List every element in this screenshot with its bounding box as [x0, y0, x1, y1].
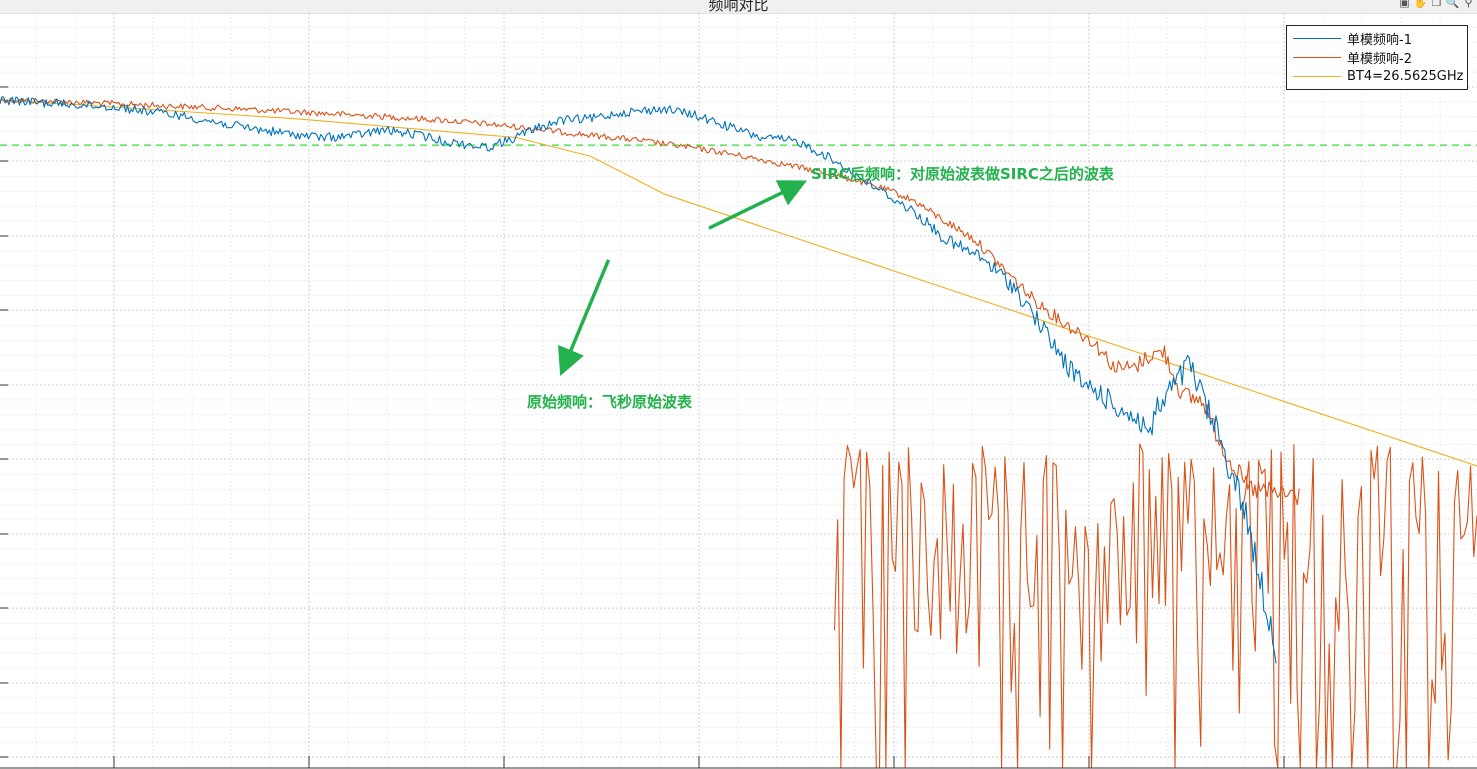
series-line-1 [0, 96, 1277, 664]
legend-label-2: 单模频响-2 [1347, 52, 1412, 67]
legend-item-2: 单模频响-2 [1293, 48, 1461, 67]
annotation-arrow-2 [558, 259, 611, 377]
series-line-4 [0, 99, 1477, 467]
series-layer [0, 96, 1477, 769]
legend-swatch-2 [1293, 57, 1341, 58]
save-icon[interactable]: ▣ [1399, 0, 1410, 9]
zoom-in-icon[interactable]: 🔍 [1445, 0, 1460, 9]
legend-item-1: 单模频响-1 [1293, 29, 1461, 48]
axis-ticks [0, 86, 1477, 769]
legend-swatch-1 [1293, 38, 1341, 39]
chart-title: 频响对比 [708, 0, 769, 14]
legend-label-1: 单模频响-1 [1347, 33, 1412, 48]
series-line-3 [833, 443, 1477, 769]
zoom-out-icon[interactable]: ⚲ [1464, 0, 1473, 9]
series-line-2 [0, 97, 1300, 506]
legend-label-3: BT4=26.5625GHz [1347, 69, 1464, 84]
annotation-arrows [558, 180, 808, 377]
axes-toolbar: ▣ ✋ ❒ 🔍 ⚲ [1398, 0, 1475, 9]
legend-item-3: BT4=26.5625GHz [1293, 67, 1464, 86]
legend-swatch-3 [1293, 76, 1341, 77]
copy-icon[interactable]: ❒ [1431, 0, 1442, 9]
legend[interactable]: 单模频响-1 单模频响-2 BT4=26.5625GHz [1286, 25, 1468, 90]
grid [0, 13, 1477, 768]
figure-toolbar-strip: 频响对比 ▣ ✋ ❒ 🔍 ⚲ [0, 0, 1477, 14]
pan-icon[interactable]: ✋ [1413, 0, 1428, 9]
annotation-sirc: SIRC后频响：对原始波表做SIRC之后的波表 [811, 165, 1114, 183]
annotation-arrow-1 [708, 180, 808, 230]
annotation-raw: 原始频响：飞秒原始波表 [527, 393, 693, 411]
